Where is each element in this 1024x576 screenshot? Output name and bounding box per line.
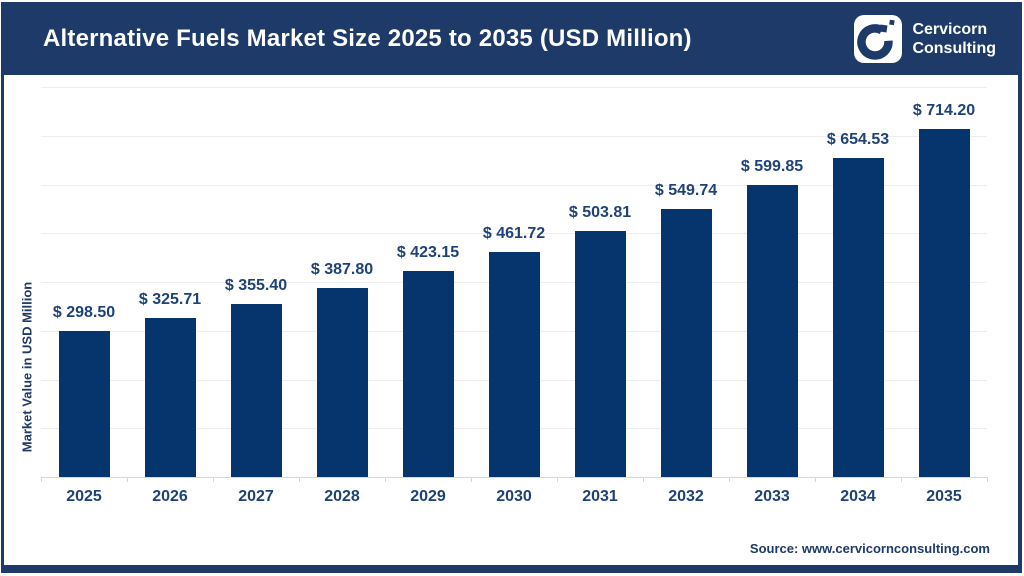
bar-2035 <box>918 128 970 477</box>
x-axis-tick <box>729 477 730 482</box>
bar-2032 <box>660 209 712 477</box>
brand-logo-group: Cervicorn Consulting <box>854 14 1018 63</box>
x-axis-label-2035: 2035 <box>926 488 962 505</box>
x-axis-label-2032: 2032 <box>668 488 704 505</box>
bar-value-label-2034: $ 654.53 <box>826 130 890 148</box>
gridline-500 <box>41 233 987 235</box>
x-axis-line <box>41 477 987 478</box>
x-axis-tick <box>901 477 902 482</box>
x-axis-tick <box>557 477 558 482</box>
x-axis-label-2025: 2025 <box>66 488 102 505</box>
bar-2027 <box>230 303 282 477</box>
header-band: Alternative Fuels Market Size 2025 to 20… <box>3 2 1018 75</box>
gridline-600 <box>41 184 987 186</box>
gridline-700 <box>41 135 987 137</box>
x-axis-label-2029: 2029 <box>410 488 446 505</box>
bar-value-label-2026: $ 325.71 <box>138 291 202 309</box>
x-axis-tick <box>41 477 42 482</box>
x-axis-tick <box>471 477 472 482</box>
brand-name: Cervicorn Consulting <box>912 20 996 58</box>
x-axis-label-2031: 2031 <box>582 488 618 505</box>
bar-value-label-2032: $ 549.74 <box>654 182 718 199</box>
bar-2029 <box>402 270 454 477</box>
x-axis-label-2027: 2027 <box>238 488 274 505</box>
bar-value-label-2031: $ 503.81 <box>568 204 632 222</box>
x-axis-label-2026: 2026 <box>152 488 188 505</box>
bar-value-label-2029: $ 423.15 <box>396 243 460 261</box>
logo-c-glyph <box>857 19 896 60</box>
bar-2031 <box>574 231 626 477</box>
x-axis-tick <box>299 477 300 482</box>
bar-value-label-2030: $ 461.72 <box>482 224 546 242</box>
frame-border-bottom <box>1 565 1022 573</box>
x-axis-label-2028: 2028 <box>324 488 360 505</box>
bar-value-label-2033: $ 599.85 <box>740 157 804 175</box>
source-attribution: Source: www.cervicornconsulting.com <box>749 541 990 556</box>
plot-area: $ 298.50 $ 325.71 $ 355.40 $ 387.80 $ 423.15… <box>41 87 988 482</box>
bar-value-label-2028: $ 387.80 <box>310 260 374 278</box>
x-axis-tick <box>987 477 988 482</box>
bar-2025 <box>58 331 110 477</box>
gridline-800 <box>41 87 987 88</box>
x-axis-tick <box>643 477 644 482</box>
bar-value-label-2027: $ 355.40 <box>224 276 288 294</box>
x-axis-label-2033: 2033 <box>754 488 790 505</box>
bar-2030 <box>488 251 540 477</box>
chart-title: Alternative Fuels Market Size 2025 to 20… <box>43 24 692 52</box>
bar-2034 <box>832 157 884 477</box>
frame-border-right <box>1018 2 1022 573</box>
frame-border-left <box>1 2 4 573</box>
x-axis-tick <box>127 477 128 482</box>
chart-area: Market Value in USD Million $ 298.50 $ 32… <box>4 75 1018 565</box>
bar-value-label-2025: $ 298.50 <box>52 304 116 322</box>
brand-name-line1: Cervicorn <box>912 20 988 38</box>
x-axis-tick <box>385 477 386 482</box>
y-axis-title-container: Market Value in USD Million <box>14 172 40 562</box>
bar-2026 <box>144 318 196 477</box>
x-axis-label-2030: 2030 <box>496 488 532 505</box>
x-axis-tick <box>815 477 816 482</box>
x-axis-tick <box>213 477 214 482</box>
x-axis-label-2034: 2034 <box>840 488 876 505</box>
cervicorn-logo-icon <box>854 14 903 63</box>
bar-2033 <box>746 184 798 477</box>
bar-value-label-2035: $ 714.20 <box>912 101 976 119</box>
brand-name-line2: Consulting <box>912 39 996 57</box>
bar-2028 <box>316 287 368 477</box>
